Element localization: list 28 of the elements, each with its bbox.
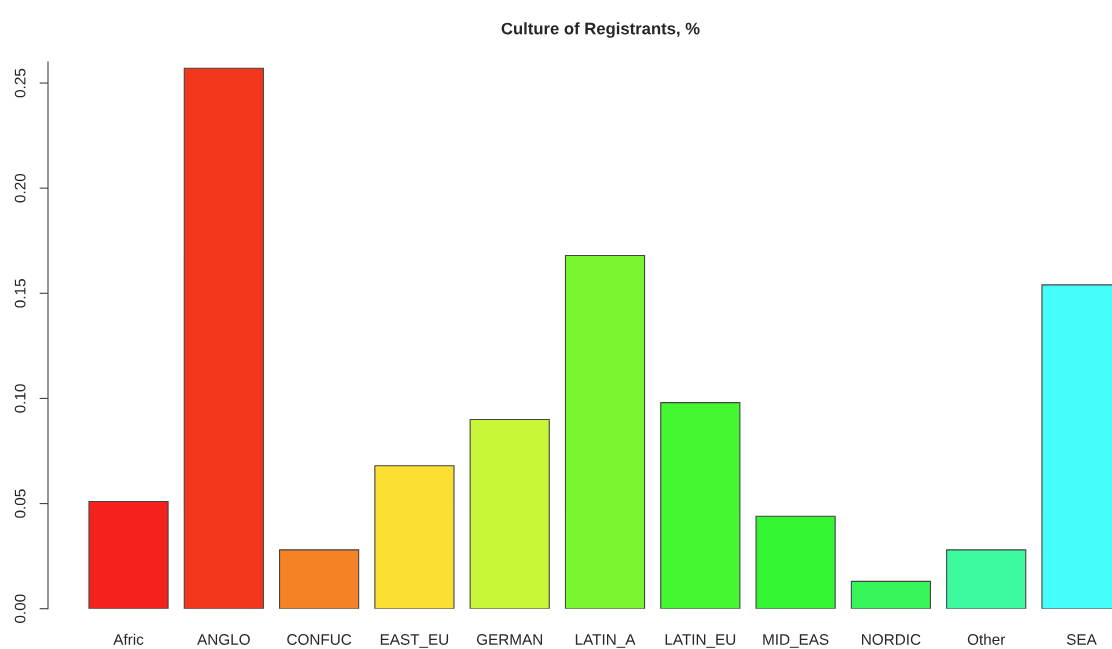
x-tick-label: MID_EAS: [763, 634, 829, 648]
x-tick-label: ANGLO: [197, 634, 250, 645]
x-tick-label: SEA: [1066, 634, 1097, 645]
y-tick-label: 0.15: [14, 279, 26, 308]
x-tick-label: EAST_EU: [380, 634, 449, 648]
y-tick-label: 0.00: [14, 594, 26, 623]
y-tick-label: 0.25: [14, 68, 26, 98]
x-tick-label: NORDIC: [862, 634, 921, 645]
y-tick-label: 0.05: [14, 489, 26, 518]
bar: [88, 500, 169, 609]
x-tick-label: LATIN_EU: [665, 634, 736, 648]
bar: [850, 580, 932, 609]
y-tick-label: 0.10: [14, 384, 26, 413]
x-tick-label: CONFUC: [287, 634, 352, 645]
bar: [660, 402, 741, 609]
x-tick-label: GERMAN: [476, 634, 542, 645]
bar: [183, 67, 264, 609]
bar: [755, 515, 836, 609]
chart-title: Culture of Registrants, %: [501, 22, 700, 38]
x-tick-label: LATIN_A: [575, 634, 636, 648]
bar: [564, 254, 646, 609]
x-tick-label: Afric: [113, 633, 144, 645]
bar: [374, 465, 455, 609]
bar: [469, 418, 550, 609]
bar: [279, 549, 360, 609]
bar: [946, 549, 1027, 609]
x-tick-label: Other: [967, 633, 1006, 645]
y-tick-label: 0.20: [14, 173, 26, 203]
